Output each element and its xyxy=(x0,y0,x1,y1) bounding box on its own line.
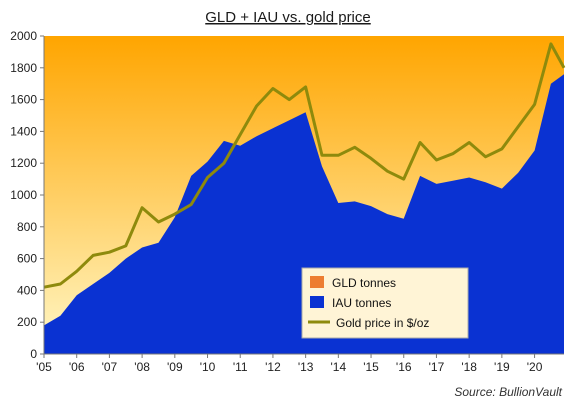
legend-swatch-iau xyxy=(310,296,324,308)
chart-title: GLD + IAU vs. gold price xyxy=(205,9,370,26)
legend: GLD tonnes IAU tonnes Gold price in $/oz xyxy=(301,267,469,339)
legend-swatch-gld xyxy=(310,276,324,288)
x-tick-label: '06 xyxy=(69,360,85,374)
x-tick-label: '13 xyxy=(298,360,314,374)
x-tick-label: '09 xyxy=(167,360,183,374)
x-tick-label: '18 xyxy=(461,360,477,374)
y-tick-label: 800 xyxy=(17,220,37,234)
y-tick-label: 1000 xyxy=(10,188,37,202)
y-axis-ticks: 0 200 400 600 800 1000 1200 1400 1600 1800 2000 xyxy=(10,29,44,361)
gold-line-group xyxy=(43,42,566,289)
x-tick-label: '20 xyxy=(527,360,543,374)
y-tick-label: 1600 xyxy=(10,93,37,107)
x-tick-label: '16 xyxy=(396,360,412,374)
x-tick-label: '14 xyxy=(331,360,347,374)
y-tick-label: 1400 xyxy=(10,124,37,138)
y-tick-label: 1800 xyxy=(10,61,37,75)
y-tick-label: 0 xyxy=(30,347,37,361)
y-tick-label: 600 xyxy=(17,252,37,266)
legend-label-iau: IAU tonnes xyxy=(332,296,391,310)
legend-box xyxy=(301,267,469,339)
source-note: Source: BullionVault xyxy=(454,385,562,399)
x-tick-label: '05 xyxy=(36,360,52,374)
x-tick-label: '11 xyxy=(233,360,248,374)
y-tick-label: 200 xyxy=(17,315,37,329)
x-tick-label: '19 xyxy=(494,360,510,374)
legend-label-gld: GLD tonnes xyxy=(332,276,396,290)
x-tick-label: '15 xyxy=(363,360,379,374)
x-tick-label: '10 xyxy=(200,360,216,374)
x-tick-label: '17 xyxy=(429,360,445,374)
x-tick-label: '08 xyxy=(134,360,150,374)
x-tick-label: '12 xyxy=(265,360,281,374)
x-tick-label: '07 xyxy=(102,360,118,374)
gold-price-line xyxy=(43,42,566,289)
x-axis-ticks: '05 '06 '07 '08 '09 '10 '11 '12 '13 '14 '15 '16 '17 '… xyxy=(36,354,543,374)
y-tick-label: 2000 xyxy=(10,29,37,43)
y-tick-label: 400 xyxy=(17,283,37,297)
legend-label-gold: Gold price in $/oz xyxy=(336,316,429,330)
y-tick-label: 1200 xyxy=(10,156,37,170)
